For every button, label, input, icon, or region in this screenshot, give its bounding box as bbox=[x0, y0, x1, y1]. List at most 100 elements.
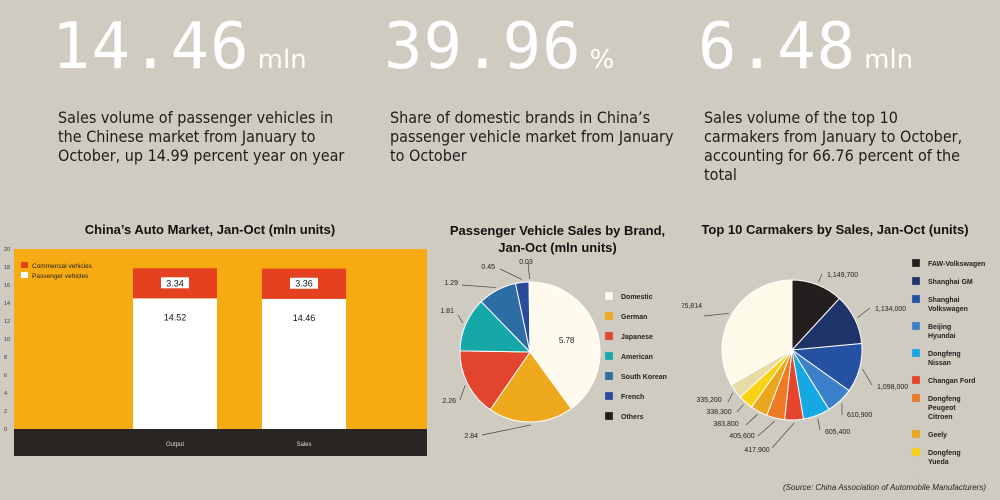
pie-slice bbox=[721, 279, 793, 386]
data-label: 0.45 bbox=[481, 264, 495, 271]
y-tick-label: 18 bbox=[4, 265, 10, 271]
y-tick-label: 16 bbox=[4, 283, 10, 289]
leader-line bbox=[857, 307, 871, 318]
y-tick-label: 0 bbox=[4, 427, 7, 433]
legend-label: French bbox=[621, 394, 644, 401]
x-tick-label: Output bbox=[166, 442, 184, 448]
stat-value: 39.96 bbox=[384, 10, 582, 84]
leader-line bbox=[457, 314, 464, 324]
legend-label: Dongfeng Yueda bbox=[928, 450, 961, 466]
data-label: 1,149,700 bbox=[827, 272, 858, 279]
legend-swatch bbox=[911, 294, 921, 304]
stat-value: 14.46 bbox=[52, 10, 250, 84]
x-axis-band bbox=[14, 429, 427, 456]
data-label: 1.81 bbox=[440, 308, 454, 315]
data-label: 417,900 bbox=[744, 447, 769, 454]
legend-swatch bbox=[604, 351, 614, 361]
data-label: 14.46 bbox=[293, 313, 316, 323]
legend-swatch bbox=[911, 429, 921, 439]
y-tick-label: 2 bbox=[4, 409, 7, 415]
y-tick-label: 12 bbox=[4, 319, 10, 325]
brand-pie-title: Passenger Vehicle Sales by Brand, Jan-Oc… bbox=[449, 223, 666, 255]
pie-slice bbox=[528, 281, 531, 353]
legend-label: Others bbox=[621, 414, 644, 421]
legend-label: Shanghai Volkswagen bbox=[928, 297, 968, 313]
stat-description: Share of domestic brands in China’s pass… bbox=[390, 108, 674, 165]
legend-swatch bbox=[911, 321, 921, 331]
stat-top10-sales: 6.48 mln bbox=[698, 8, 913, 86]
leader-line bbox=[459, 385, 466, 401]
legend-label: Japanese bbox=[621, 334, 653, 341]
data-label: 383,800 bbox=[713, 421, 738, 428]
legend-swatch bbox=[21, 272, 28, 278]
legend-label: American bbox=[621, 354, 653, 361]
leader-line bbox=[757, 420, 776, 437]
stat-unit: mln bbox=[864, 45, 914, 75]
data-label: 1,098,000 bbox=[877, 384, 908, 391]
data-label: 335,200 bbox=[696, 397, 721, 404]
legend-label: German bbox=[621, 314, 647, 321]
data-label: 3.34 bbox=[166, 278, 184, 288]
leader-line bbox=[703, 312, 729, 317]
legend-label: Commercial vehicles bbox=[32, 263, 93, 270]
plot-background bbox=[14, 249, 427, 429]
brand-pie-legend: Domestic German Japanese American South Kore… bbox=[604, 291, 667, 421]
legend-label: FAW-Volkswagen bbox=[928, 261, 985, 268]
data-label: 3.36 bbox=[295, 279, 313, 289]
stat-domestic-share: 39.96% bbox=[384, 8, 614, 86]
carmaker-pie-legend: FAW-Volkswagen Shanghai GM Shanghai Volkswa… bbox=[911, 258, 985, 475]
data-label: 2.84 bbox=[464, 433, 478, 440]
stat-description: Sales volume of the top 10 carmakers fro… bbox=[704, 108, 963, 184]
legend-swatch bbox=[604, 331, 614, 341]
data-label: 405,600 bbox=[729, 433, 754, 440]
y-tick-label: 8 bbox=[4, 355, 7, 361]
legend-label: Dongfeng Nissan bbox=[928, 351, 961, 367]
value-label-box bbox=[290, 277, 318, 289]
stat-sales-volume: 14.46 mln bbox=[52, 8, 307, 86]
leader-line bbox=[817, 418, 821, 431]
data-label: 1,134,000 bbox=[875, 306, 906, 313]
legend-swatch bbox=[604, 291, 614, 301]
legend-swatch bbox=[911, 375, 921, 385]
data-label: 2.26 bbox=[442, 398, 456, 405]
data-label: 3,225,814 bbox=[682, 303, 702, 310]
bar-segment bbox=[262, 298, 346, 429]
brand-pie-chart: 5.78 2.84 2.26 1.81 1.29 0.45 0.03 bbox=[440, 259, 601, 440]
legend-swatch bbox=[911, 258, 921, 268]
leader-line bbox=[727, 392, 734, 403]
y-tick-label: 10 bbox=[4, 337, 10, 343]
data-label: 14.52 bbox=[164, 312, 187, 322]
stat-value: 6.48 bbox=[698, 10, 857, 84]
y-tick-label: 14 bbox=[4, 301, 10, 307]
leader-line bbox=[818, 273, 823, 283]
value-label-box bbox=[161, 277, 189, 289]
leader-line bbox=[736, 404, 744, 413]
legend-swatch bbox=[911, 348, 921, 358]
legend-label: South Korean bbox=[621, 374, 667, 381]
legend-label: Beijing Hyundai bbox=[928, 324, 956, 340]
leader-line bbox=[499, 268, 523, 280]
legend-swatch bbox=[911, 447, 921, 457]
data-label: 0.03 bbox=[519, 259, 533, 266]
y-tick-label: 20 bbox=[4, 247, 10, 253]
leader-line bbox=[461, 284, 496, 288]
leader-line bbox=[481, 424, 532, 436]
stat-unit: % bbox=[589, 45, 615, 75]
data-label: 1.29 bbox=[444, 280, 458, 287]
leader-line bbox=[862, 368, 873, 386]
legend-label: Shanghai GM bbox=[928, 279, 973, 286]
pie-slice bbox=[459, 350, 531, 411]
carmaker-pie-chart: 1,149,700 1,134,000 1,098,000 610,900 605,40… bbox=[682, 272, 908, 454]
x-tick-label: Sales bbox=[296, 442, 311, 448]
data-label: 338,300 bbox=[706, 409, 731, 416]
data-label: 5.78 bbox=[559, 336, 575, 345]
legend-label: Domestic bbox=[621, 294, 653, 301]
source-note: (Source: China Association of Automobile… bbox=[782, 483, 986, 492]
legend-swatch bbox=[604, 391, 614, 401]
data-label: 610,900 bbox=[847, 412, 872, 419]
leader-line bbox=[745, 414, 758, 426]
legend-swatch bbox=[911, 276, 921, 286]
bar-segment bbox=[133, 298, 217, 429]
carmaker-pie-title: Top 10 Carmakers by Sales, Jan-Oct (unit… bbox=[701, 222, 969, 237]
bar-chart: 0 2 4 6 8 10 12 14 16 18 20 14.52 3.34 Output 14.46 3.3… bbox=[4, 247, 427, 456]
